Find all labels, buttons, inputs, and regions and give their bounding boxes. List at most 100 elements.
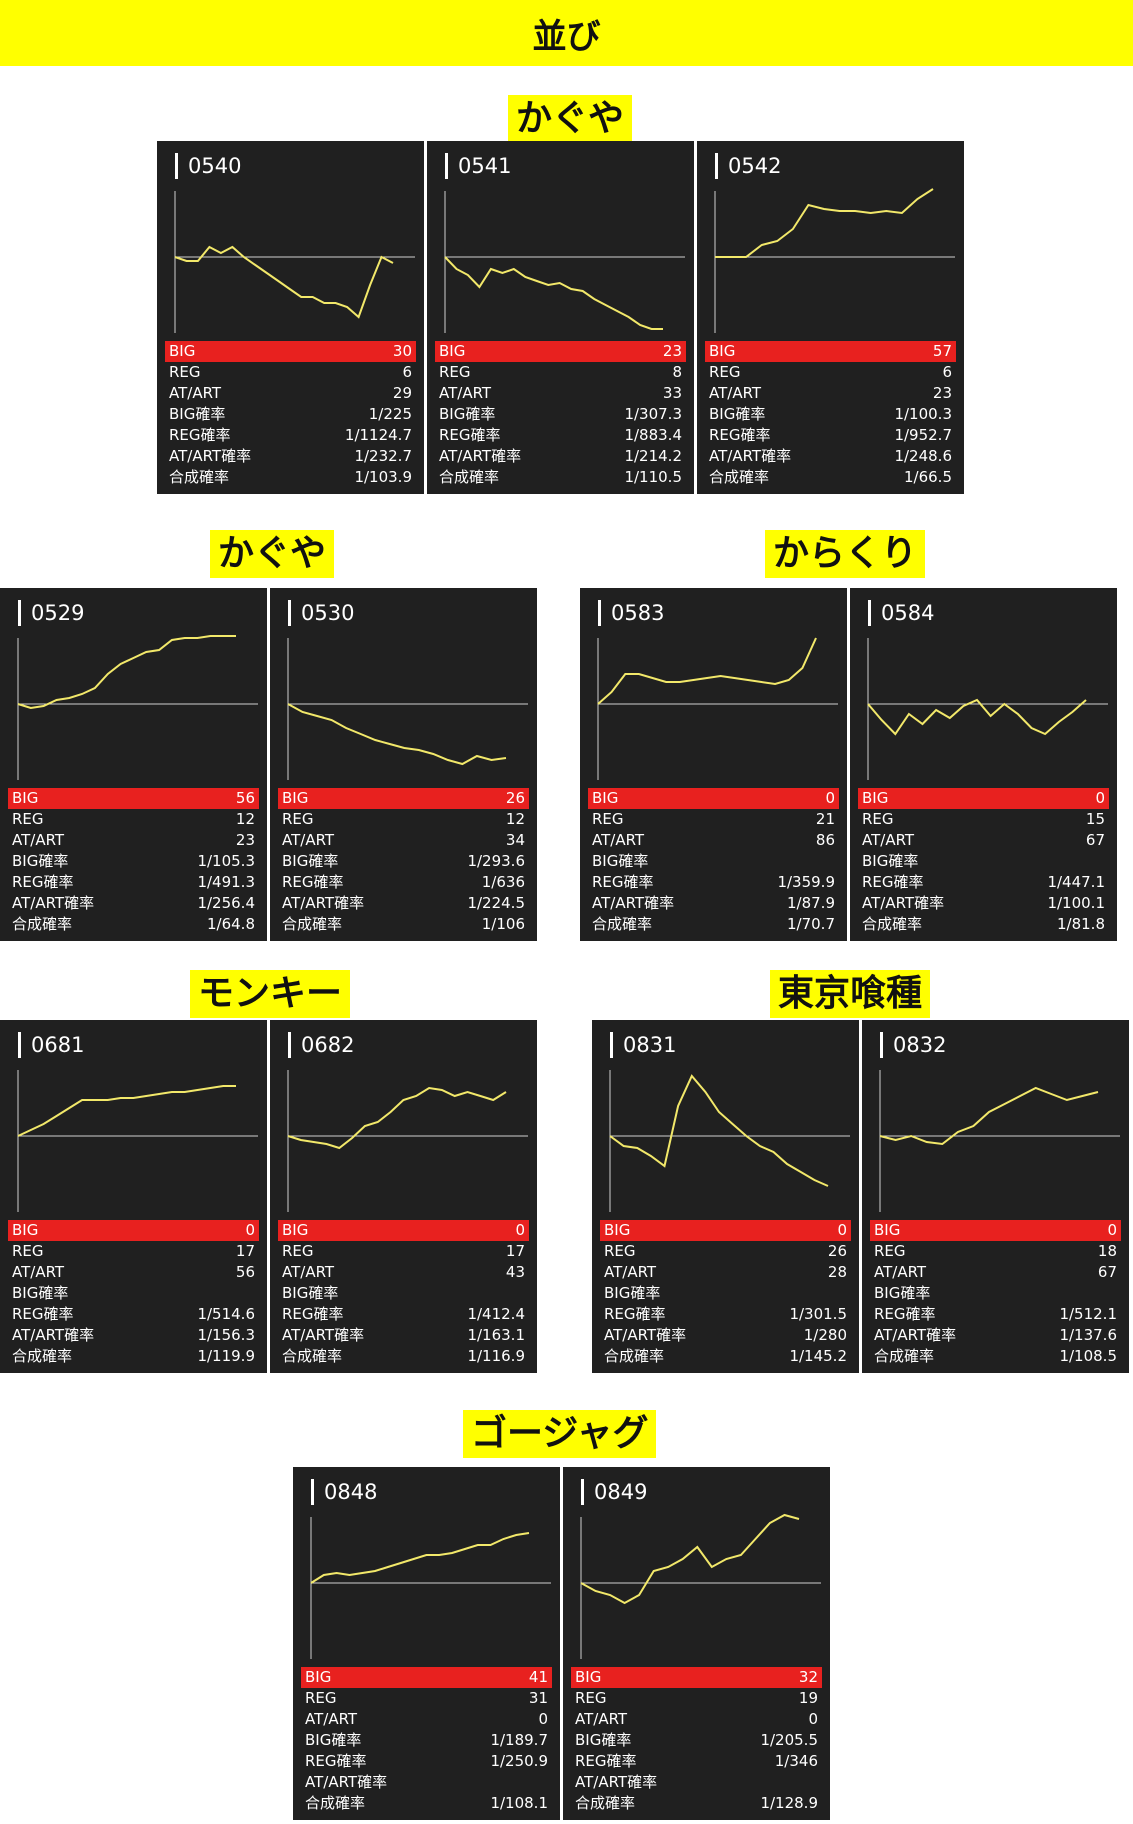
stat-label: 合成確率 [282, 1347, 343, 1365]
stat-value-combined-rate: 1/106 [481, 915, 525, 933]
stat-row-at: AT/ART 23 [705, 383, 956, 404]
machine-panel[interactable]: 0584 BIG 0 REG 15 AT/ART 67 BIG確率 [850, 588, 1117, 941]
machine-panel[interactable]: 0831 BIG 0 REG 26 AT/ART 28 BIG確率 [592, 1020, 859, 1373]
stat-label: REG確率 [169, 426, 231, 444]
stat-label: 合成確率 [604, 1347, 665, 1365]
machine-panel[interactable]: 0530 BIG 26 REG 12 AT/ART 34 BIG確率 1/293… [270, 588, 537, 941]
stat-row-big: BIG 0 [858, 788, 1109, 809]
stat-row-combined-rate: 合成確率 1/66.5 [705, 467, 956, 488]
stat-row-combined-rate: 合成確率 1/108.5 [870, 1346, 1121, 1367]
stat-value-combined-rate: 1/70.7 [787, 915, 835, 933]
machine-panel[interactable]: 0849 BIG 32 REG 19 AT/ART 0 BIG確率 1/205.… [563, 1467, 830, 1820]
stat-label: REG確率 [592, 873, 654, 891]
stat-value-big: 0 [515, 1221, 525, 1239]
stat-row-reg-rate: REG確率 1/447.1 [858, 872, 1109, 893]
stat-label: AT/ART確率 [592, 894, 675, 912]
stat-value-big-rate: 1/205.5 [760, 1731, 818, 1749]
stat-value-combined-rate: 1/108.5 [1059, 1347, 1117, 1365]
panel-group: 0831 BIG 0 REG 26 AT/ART 28 BIG確率 [592, 1020, 1129, 1373]
stat-row-big-rate: BIG確率 [600, 1283, 851, 1304]
stat-row-combined-rate: 合成確率 1/110.5 [435, 467, 686, 488]
machine-number: 0529 [18, 600, 84, 626]
stat-label: REG確率 [12, 873, 74, 891]
stat-value-big: 26 [505, 789, 525, 807]
stat-value-reg-rate: 1/514.6 [197, 1305, 255, 1323]
stat-label: AT/ART確率 [604, 1326, 687, 1344]
panel-group: 0529 BIG 56 REG 12 AT/ART 23 BIG確率 1/105… [0, 588, 537, 941]
stat-label: REG確率 [604, 1305, 666, 1323]
stat-row-big-rate: BIG確率 1/189.7 [301, 1730, 552, 1751]
graph-line [444, 256, 663, 330]
stat-value-reg: 12 [235, 810, 255, 828]
stat-value-big-rate: 1/105.3 [197, 852, 255, 870]
machine-panel[interactable]: 0540 BIG 30 REG 6 AT/ART 29 BIG確率 1/225 [157, 141, 424, 494]
stat-row-at: AT/ART 33 [435, 383, 686, 404]
stat-value-reg: 26 [827, 1242, 847, 1260]
stat-row-at-rate: AT/ART確率 1/232.7 [165, 446, 416, 467]
machine-panel[interactable]: 0529 BIG 56 REG 12 AT/ART 23 BIG確率 1/105… [0, 588, 267, 941]
machine-number: 0848 [311, 1479, 377, 1505]
stat-label: BIG [282, 1221, 309, 1239]
stats-table: BIG 0 REG 17 AT/ART 43 BIG確率 REG確率 1/412… [278, 1220, 529, 1367]
group-title: 東京喰種 [770, 970, 931, 1018]
graph-line [715, 188, 934, 258]
machine-panel[interactable]: 0681 BIG 0 REG 17 AT/ART 56 BIG確率 [0, 1020, 267, 1373]
stat-label: AT/ART [12, 1263, 65, 1281]
stat-label: REG確率 [282, 1305, 344, 1323]
machine-panel[interactable]: 0542 BIG 57 REG 6 AT/ART 23 BIG確率 1/100.… [697, 141, 964, 494]
stat-label: BIG [305, 1668, 332, 1686]
machine-panel[interactable]: 0682 BIG 0 REG 17 AT/ART 43 BIG確率 [270, 1020, 537, 1373]
stat-row-at-rate: AT/ART確率 [301, 1772, 552, 1793]
stat-row-reg: REG 12 [278, 809, 529, 830]
stat-value-combined-rate: 1/145.2 [789, 1347, 847, 1365]
stats-table: BIG 0 REG 18 AT/ART 67 BIG確率 REG確率 1/512… [870, 1220, 1121, 1367]
stats-table: BIG 0 REG 15 AT/ART 67 BIG確率 REG確率 1/447… [858, 788, 1109, 935]
stat-label: REG [305, 1689, 337, 1707]
stat-label: AT/ART確率 [709, 447, 792, 465]
stat-value-reg: 18 [1097, 1242, 1117, 1260]
stat-label: BIG [12, 789, 39, 807]
stat-label: AT/ART確率 [169, 447, 252, 465]
stat-value-reg: 8 [672, 363, 682, 381]
panel-group: 0681 BIG 0 REG 17 AT/ART 56 BIG確率 [0, 1020, 537, 1373]
stat-label: BIG確率 [604, 1284, 661, 1302]
stat-label: AT/ART確率 [12, 1326, 95, 1344]
stat-value-at: 43 [505, 1263, 525, 1281]
stat-row-at-rate: AT/ART確率 1/224.5 [278, 893, 529, 914]
stat-value-reg-rate: 1/883.4 [624, 426, 682, 444]
stat-value-reg-rate: 1/301.5 [789, 1305, 847, 1323]
stat-value-combined-rate: 1/128.9 [760, 1794, 818, 1812]
stat-row-big: BIG 41 [301, 1667, 552, 1688]
machine-panel[interactable]: 0848 BIG 41 REG 31 AT/ART 0 BIG確率 1/189.… [293, 1467, 560, 1820]
machine-number: 0583 [598, 600, 664, 626]
stat-row-big: BIG 26 [278, 788, 529, 809]
machine-panel[interactable]: 0832 BIG 0 REG 18 AT/ART 67 BIG確率 [862, 1020, 1129, 1373]
group-title: からくり [765, 530, 926, 578]
stat-row-combined-rate: 合成確率 1/81.8 [858, 914, 1109, 935]
stat-value-at-rate: 1/163.1 [467, 1326, 525, 1344]
stat-value-reg-rate: 1/491.3 [197, 873, 255, 891]
machine-number: 0849 [581, 1479, 647, 1505]
payout-graph [444, 191, 685, 333]
stat-value-big: 32 [798, 1668, 818, 1686]
stat-row-big: BIG 30 [165, 341, 416, 362]
stat-value-reg: 19 [798, 1689, 818, 1707]
payout-graph [597, 637, 838, 780]
stat-value-big: 0 [1095, 789, 1105, 807]
stat-label: 合成確率 [862, 915, 923, 933]
stat-row-reg: REG 12 [8, 809, 259, 830]
stat-label: REG [282, 1242, 314, 1260]
stat-label: AT/ART [575, 1710, 628, 1728]
stat-label: AT/ART確率 [305, 1773, 388, 1791]
stat-row-at-rate: AT/ART確率 1/137.6 [870, 1325, 1121, 1346]
stat-value-reg: 12 [505, 810, 525, 828]
stat-label: REG [862, 810, 894, 828]
group-title: かぐや [210, 530, 335, 578]
machine-panel[interactable]: 0583 BIG 0 REG 21 AT/ART 86 BIG確率 [580, 588, 847, 941]
stat-label: 合成確率 [709, 468, 770, 486]
stat-value-at-rate: 1/224.5 [467, 894, 525, 912]
machine-panel[interactable]: 0541 BIG 23 REG 8 AT/ART 33 BIG確率 1/307.… [427, 141, 694, 494]
graph-line [580, 1513, 800, 1605]
stat-value-big: 0 [245, 1221, 255, 1239]
stat-row-big: BIG 57 [705, 341, 956, 362]
